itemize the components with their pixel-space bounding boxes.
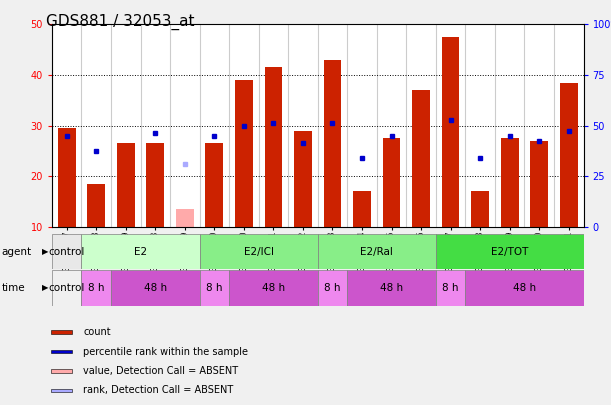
Bar (51, 330, 73, 334)
Bar (353, 192, 371, 227)
Bar (52, 270, 81, 306)
Bar (205, 143, 223, 227)
Bar (51, 389, 73, 392)
Bar (200, 234, 318, 269)
Bar (81, 270, 111, 306)
Bar (294, 130, 312, 227)
Text: ▶: ▶ (42, 247, 48, 256)
Text: E2: E2 (134, 247, 147, 256)
Bar (229, 270, 318, 306)
Text: 48 h: 48 h (380, 283, 403, 293)
Text: 8 h: 8 h (88, 283, 104, 293)
Text: 48 h: 48 h (144, 283, 167, 293)
Text: control: control (48, 247, 85, 256)
Text: count: count (83, 327, 111, 337)
Bar (318, 270, 347, 306)
Text: 48 h: 48 h (513, 283, 536, 293)
Text: control: control (48, 283, 85, 293)
Bar (265, 67, 282, 227)
Bar (117, 143, 134, 227)
Bar (347, 270, 436, 306)
Text: E2/Ral: E2/Ral (360, 247, 393, 256)
Bar (51, 369, 73, 373)
Text: E2/ICI: E2/ICI (244, 247, 274, 256)
Bar (176, 209, 194, 227)
Bar (52, 234, 81, 269)
Bar (436, 234, 584, 269)
Bar (471, 192, 489, 227)
Bar (81, 234, 200, 269)
Text: rank, Detection Call = ABSENT: rank, Detection Call = ABSENT (83, 386, 233, 395)
Bar (412, 90, 430, 227)
Bar (111, 270, 200, 306)
Bar (87, 184, 105, 227)
Bar (318, 234, 436, 269)
Bar (235, 80, 253, 227)
Text: value, Detection Call = ABSENT: value, Detection Call = ABSENT (83, 366, 238, 376)
Bar (436, 270, 466, 306)
Text: E2/TOT: E2/TOT (491, 247, 529, 256)
Bar (560, 83, 577, 227)
Text: 8 h: 8 h (324, 283, 341, 293)
Bar (200, 270, 229, 306)
Text: 8 h: 8 h (206, 283, 222, 293)
Bar (51, 350, 73, 353)
Bar (501, 138, 519, 227)
Bar (530, 141, 548, 227)
Text: GDS881 / 32053_at: GDS881 / 32053_at (46, 14, 194, 30)
Text: ▶: ▶ (42, 284, 48, 292)
Text: agent: agent (2, 247, 32, 256)
Bar (324, 60, 342, 227)
Bar (58, 128, 76, 227)
Bar (442, 37, 459, 227)
Text: 8 h: 8 h (442, 283, 459, 293)
Bar (147, 143, 164, 227)
Text: time: time (2, 283, 26, 293)
Bar (382, 138, 400, 227)
Text: percentile rank within the sample: percentile rank within the sample (83, 347, 248, 356)
Bar (466, 270, 584, 306)
Text: 48 h: 48 h (262, 283, 285, 293)
